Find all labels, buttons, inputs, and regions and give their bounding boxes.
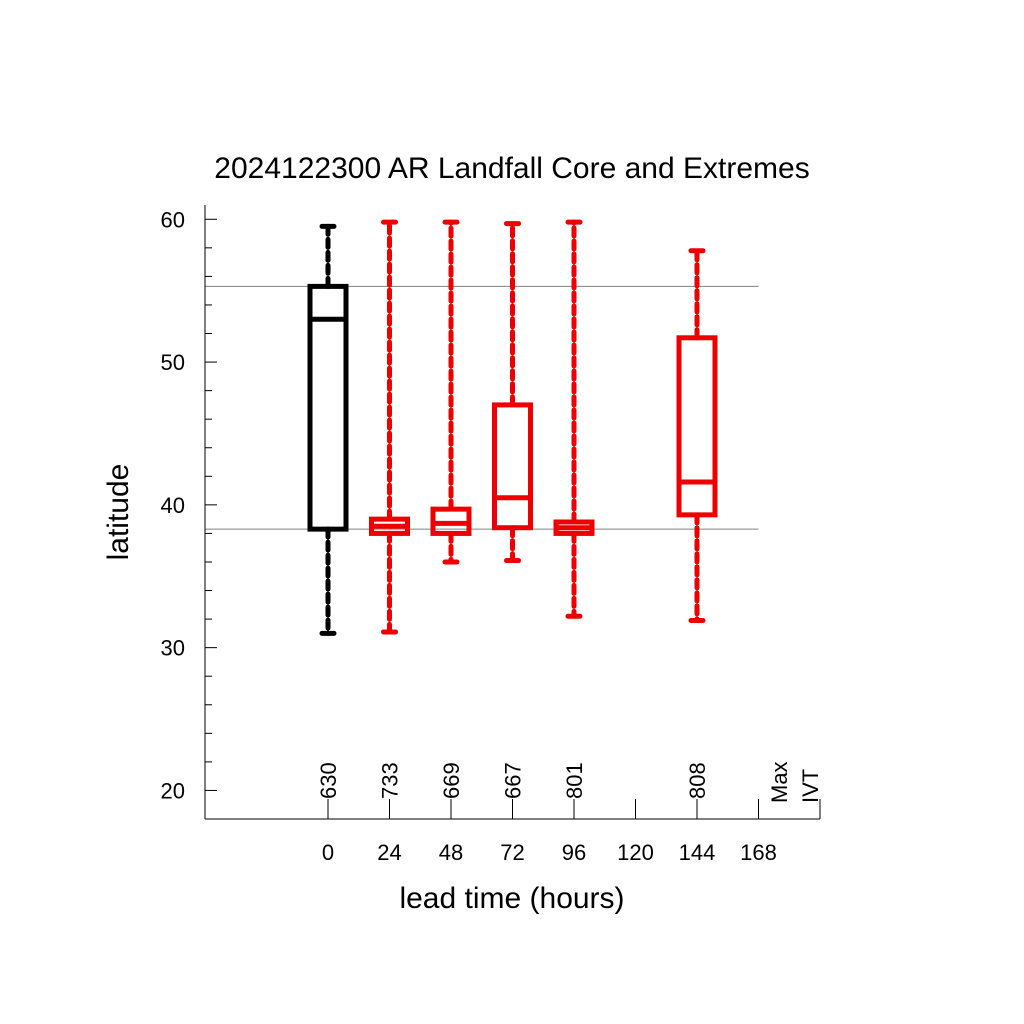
x-tick-label-72: 72 [500,840,524,865]
count-label-144: 808 [685,762,710,799]
x-tick-label-0: 0 [322,840,334,865]
count-label-72: 667 [501,762,526,799]
y-tick-label-60: 60 [161,207,185,232]
y-axis-label: latitude [102,464,135,561]
box-group-96 [553,219,595,619]
box-group-24 [369,219,410,635]
x-tick-label-144: 144 [679,840,716,865]
y-tick-label-50: 50 [161,350,185,375]
iqr-box-72 [492,402,533,531]
box-group-48 [430,219,472,565]
x-tick-label-24: 24 [377,840,401,865]
count-labels: Max IVT 630 733 669 667 801 808 [316,761,823,803]
axes: 20 30 40 50 60 0 24 48 72 96 120 144 168 [161,205,821,865]
box-group-144 [676,248,718,624]
count-header-ivt: IVT [798,769,823,803]
y-tick-label-40: 40 [161,493,185,518]
box-group-72 [492,221,533,564]
x-axis-label: lead time (hours) [399,882,624,915]
y-tick-label-30: 30 [161,636,185,661]
reference-lines [205,285,759,530]
iqr-box-0 [307,283,349,532]
x-tick-label-48: 48 [439,840,463,865]
count-header-max: Max [767,761,792,803]
iqr-box-144 [676,335,718,518]
x-tick-label-168: 168 [740,840,777,865]
count-label-48: 669 [439,762,464,799]
count-label-96: 801 [562,762,587,799]
box-group-0 [307,223,349,636]
boxes [307,219,718,636]
x-tick-label-96: 96 [562,840,586,865]
count-label-0: 630 [316,762,341,799]
x-tick-label-120: 120 [617,840,654,865]
chart-title: 2024122300 AR Landfall Core and Extremes [214,152,809,185]
y-tick-label-20: 20 [161,778,185,803]
count-label-24: 733 [378,762,403,799]
